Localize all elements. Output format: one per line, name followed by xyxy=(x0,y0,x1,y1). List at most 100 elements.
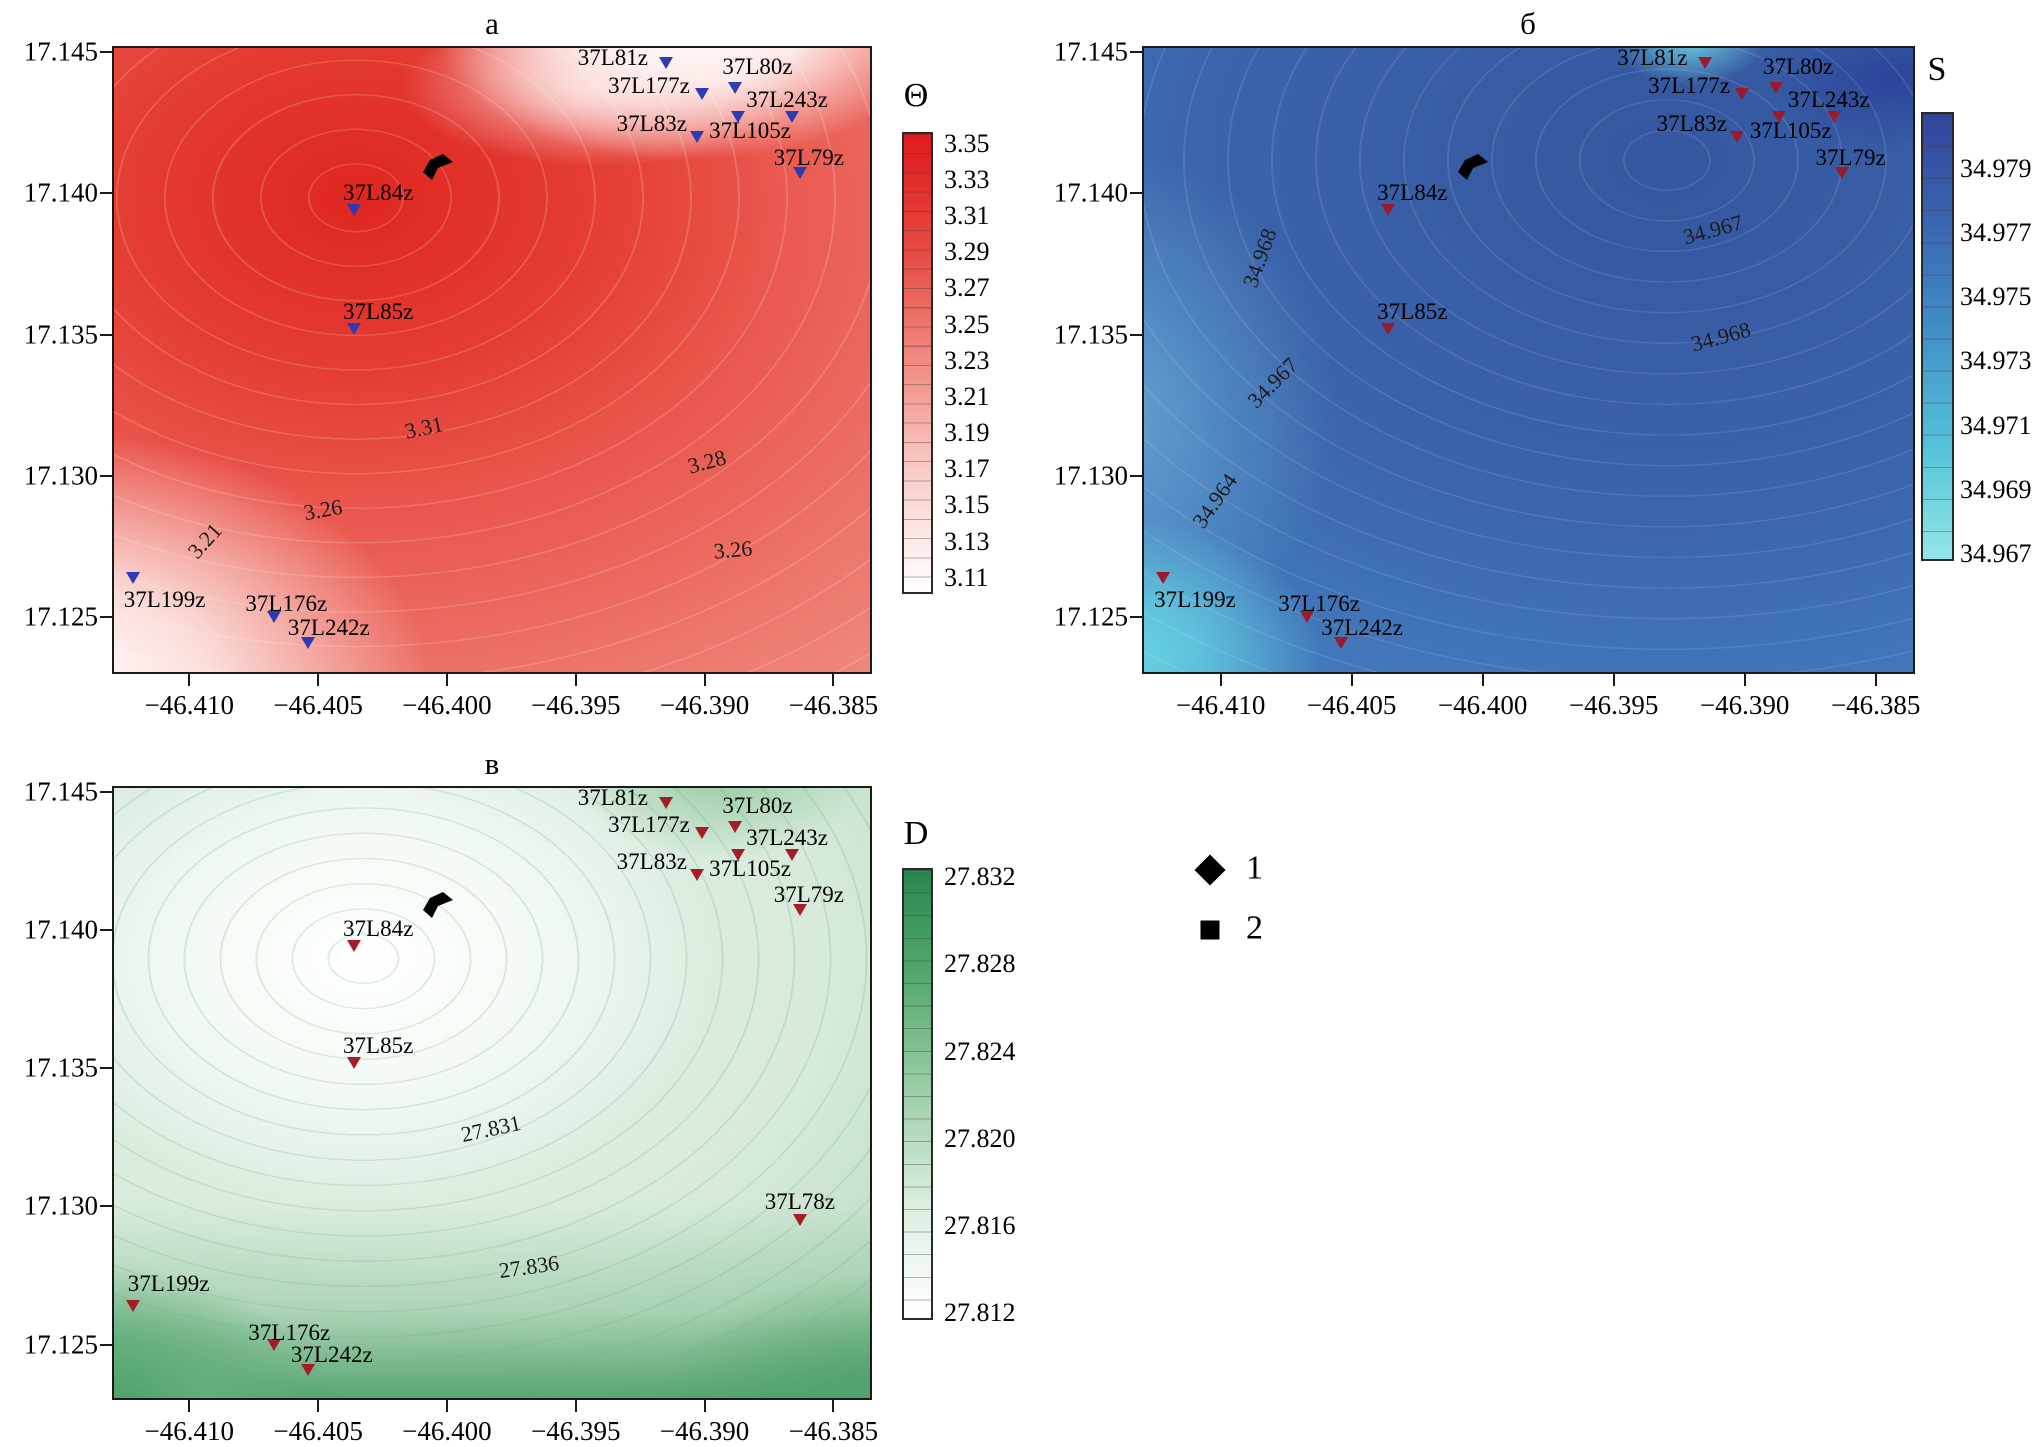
colorbar-title-θ: Θ xyxy=(903,77,929,114)
x-axis-tick-mark xyxy=(703,1400,706,1412)
station-marker-triangle-icon xyxy=(347,204,362,217)
x-axis-tick-label: −46.400 xyxy=(402,690,492,720)
contour-field-θ xyxy=(112,46,872,674)
colorbar-tick-label: 34.979 xyxy=(1960,154,2032,184)
station-marker-triangle-icon xyxy=(300,636,315,649)
station-marker-triangle-icon xyxy=(1735,88,1750,101)
station-marker-triangle-icon xyxy=(792,1214,807,1227)
colorbar-tick-label: 3.25 xyxy=(944,309,990,339)
station-marker-triangle-icon xyxy=(1769,82,1784,95)
station-marker-triangle-icon xyxy=(694,88,709,101)
x-axis-tick-label: −46.395 xyxy=(530,1416,621,1446)
x-axis-tick-mark xyxy=(1612,674,1615,686)
legend-square-icon xyxy=(1200,920,1220,940)
colorbar-tick-label: 34.969 xyxy=(1960,474,2032,504)
station-label: 37L79z xyxy=(1815,145,1886,171)
station-label: 37L83z xyxy=(616,110,687,136)
legend-item-label: 1 xyxy=(1246,849,1263,887)
station-marker-triangle-icon xyxy=(1381,204,1396,217)
x-axis-tick-label: −46.395 xyxy=(1568,690,1659,720)
y-axis-tick-label: 17.125 xyxy=(1053,601,1128,632)
colorbar-tick-label: 34.975 xyxy=(1960,282,2032,312)
station-label: 37L242z xyxy=(287,614,370,640)
x-axis-tick-label: −46.410 xyxy=(144,1416,235,1446)
station-label: 37L83z xyxy=(616,848,687,874)
contour-value-label: 3.26 xyxy=(712,534,754,564)
colorbar-tick-label: 3.31 xyxy=(944,200,990,230)
x-axis-tick-mark xyxy=(832,1400,835,1412)
y-axis-tick-mark xyxy=(100,1205,112,1208)
station-label: 37L177z xyxy=(1648,73,1730,99)
station-marker-triangle-icon xyxy=(1334,636,1349,649)
station-marker-triangle-icon xyxy=(731,849,746,862)
colorbar-d xyxy=(902,868,933,1320)
colorbar-tick-label: 34.971 xyxy=(1960,410,2032,440)
y-axis-tick-label: 17.130 xyxy=(23,1190,98,1221)
y-axis-tick-mark xyxy=(100,1343,112,1346)
station-label: 37L176z xyxy=(248,1319,331,1345)
station-label: 37L78z xyxy=(764,1189,835,1215)
colorbar-tick-label: 3.15 xyxy=(944,490,990,520)
station-marker-triangle-icon xyxy=(300,1363,315,1376)
map-panel-s: −46.410 −46.405 −46.400 −46.395 −46.390 −46.3… xyxy=(1054,36,1921,720)
station-marker-triangle-icon xyxy=(125,571,140,584)
station-label: 37L177z xyxy=(608,812,690,838)
x-axis-tick-label: −46.390 xyxy=(659,1416,750,1446)
station-marker-triangle-icon xyxy=(1771,110,1786,123)
colorbar-tick-label: 3.13 xyxy=(944,526,990,556)
x-axis-tick-mark xyxy=(1219,674,1222,686)
x-axis-tick-mark xyxy=(317,1400,320,1412)
station-label: 37L199z xyxy=(123,586,206,612)
station-label: 37L80z xyxy=(722,54,793,80)
colorbar-tick-label: 3.21 xyxy=(944,381,990,411)
station-marker-triangle-icon xyxy=(1381,322,1396,335)
x-axis-tick-mark xyxy=(188,1400,191,1412)
colorbar-tick-label: 27.832 xyxy=(944,862,1016,892)
x-axis-tick-mark xyxy=(574,1400,577,1412)
station-label: 37L85z xyxy=(1377,298,1448,324)
x-axis-tick-label: −46.385 xyxy=(788,690,879,720)
y-axis-tick-label: 17.125 xyxy=(23,601,98,632)
x-axis-tick-label: −46.385 xyxy=(1830,690,1921,720)
station-label: 37L83z xyxy=(1656,110,1727,136)
station-marker-triangle-icon xyxy=(792,167,807,180)
station-label: 37L176z xyxy=(1278,591,1360,617)
station-label: 37L79z xyxy=(773,882,844,908)
x-axis-tick-mark xyxy=(1874,674,1877,686)
station-marker-triangle-icon xyxy=(347,1056,362,1069)
x-axis-tick-mark xyxy=(1481,674,1484,686)
map-panel-d: −46.410 −46.405 −46.400 −46.395 −46.390 −46.3… xyxy=(24,776,878,1446)
y-axis-tick-label: 17.130 xyxy=(23,460,98,491)
contour-field-s xyxy=(1142,46,1915,674)
station-label: 37L80z xyxy=(1762,54,1834,80)
colorbar-tick-label: 27.820 xyxy=(944,1123,1016,1153)
y-axis-tick-mark xyxy=(100,192,112,195)
station-marker-triangle-icon xyxy=(1698,56,1713,69)
station-label: 37L105z xyxy=(709,117,791,143)
map-panel-θ: −46.410 −46.405 −46.400 −46.395 −46.390 −46.3… xyxy=(24,36,878,720)
x-axis-tick-label: −46.400 xyxy=(402,1416,492,1446)
colorbar-tick-label: 3.33 xyxy=(944,164,990,194)
x-axis-tick-label: −46.390 xyxy=(659,690,750,720)
colorbar-title-d: D xyxy=(903,815,929,852)
colorbar-tick-label: 3.17 xyxy=(944,454,990,484)
station-label: 37L199z xyxy=(127,1270,210,1296)
station-marker-triangle-icon xyxy=(658,56,673,69)
x-axis-tick-mark xyxy=(1350,674,1353,686)
station-label: 37L177z xyxy=(608,73,690,99)
station-marker-triangle-icon xyxy=(689,868,704,881)
y-axis-tick-label: 17.130 xyxy=(1053,460,1128,491)
station-label: 37L176z xyxy=(245,591,328,617)
station-label: 37L85z xyxy=(343,298,414,324)
station-marker-triangle-icon xyxy=(728,821,743,834)
station-label: 37L81z xyxy=(577,784,649,810)
colorbar-tick-label: 3.11 xyxy=(944,562,989,592)
station-marker-triangle-icon xyxy=(347,940,362,953)
station-marker-triangle-icon xyxy=(792,904,807,917)
station-marker-triangle-icon xyxy=(267,1338,282,1351)
colorbar-tick-label: 34.973 xyxy=(1960,346,2032,376)
colorbar-tick-label: 27.824 xyxy=(944,1036,1016,1066)
x-axis-tick-mark xyxy=(445,674,448,686)
y-axis-tick-mark xyxy=(1130,50,1142,53)
x-axis-tick-label: −46.410 xyxy=(144,690,235,720)
